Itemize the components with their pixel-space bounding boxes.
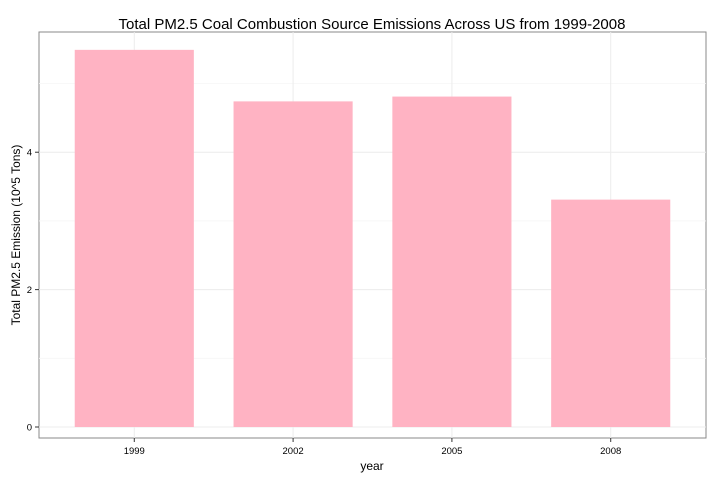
x-tick-label: 1999 [124,446,145,457]
bar-1999 [74,49,194,428]
x-axis: 1999 2002 2005 2008 [124,438,621,457]
bars [74,49,671,428]
bar-2002 [233,101,353,428]
x-tick-label: 2005 [441,446,462,457]
x-tick-label: 2008 [600,446,621,457]
bar-2005 [392,96,512,428]
bar-2008 [551,199,671,428]
y-axis: 0 2 4 [27,148,39,434]
y-tick-label: 4 [27,148,32,159]
chart-title: Total PM2.5 Coal Combustion Source Emiss… [119,16,626,33]
y-axis-title: Total PM2.5 Emission (10^5 Tons) [9,145,23,326]
x-axis-title: year [360,459,383,473]
y-tick-label: 0 [27,423,32,434]
plot-panel [38,31,707,439]
x-tick-label: 2002 [283,446,304,457]
y-tick-label: 2 [27,285,32,296]
